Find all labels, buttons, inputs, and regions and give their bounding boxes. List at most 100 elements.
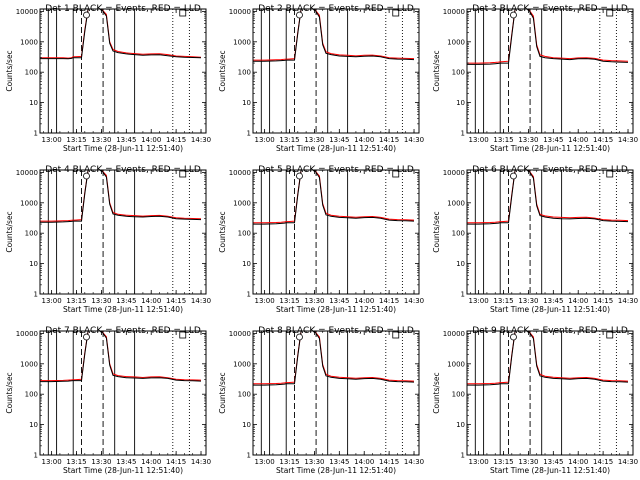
- x-tick-label: 14:00: [354, 136, 374, 144]
- plot-frame: [466, 8, 634, 134]
- x-axis-label: Start Time (28-Jun-11 12:51:40): [276, 144, 396, 153]
- open-square-symbol: [606, 331, 614, 339]
- x-tick-label: 13:15: [66, 297, 86, 305]
- y-tick-label: 100: [452, 230, 465, 238]
- x-tick-label: 13:45: [116, 136, 136, 144]
- y-tick-label: 1: [461, 130, 465, 138]
- y-tick-label: 10000: [229, 8, 251, 16]
- y-tick-label: 10: [242, 260, 251, 268]
- panel-det-6: 1 10 100 1000 10000 13:00 13:15 13:30 13:45 14:00…: [432, 165, 638, 314]
- y-tick-label: 1: [34, 291, 38, 299]
- x-tick-label: 13:15: [279, 458, 299, 466]
- y-tick-label: 100: [25, 230, 38, 238]
- x-tick-label: 13:45: [543, 458, 563, 466]
- y-tick-label: 1: [461, 452, 465, 460]
- y-tick-label: 10000: [443, 330, 465, 338]
- open-circle-symbol: [83, 172, 90, 180]
- y-axis-label: Counts/sec: [5, 211, 14, 252]
- x-tick-label: 14:30: [404, 458, 424, 466]
- x-tick-label: 13:00: [42, 297, 62, 305]
- lld-series-line: [467, 331, 629, 385]
- x-axis-label: Start Time (28-Jun-11 12:51:40): [490, 144, 610, 153]
- x-tick-label: 14:00: [568, 458, 588, 466]
- panel-title: Det 9 BLACK = Events, RED = LLD: [472, 326, 628, 336]
- x-tick-label: 13:15: [279, 136, 299, 144]
- lld-series-line: [40, 9, 202, 59]
- events-series-line: [467, 331, 629, 386]
- y-tick-label: 1000: [233, 38, 251, 46]
- x-tick-label: 13:30: [518, 458, 538, 466]
- x-tick-label: 13:45: [116, 297, 136, 305]
- open-circle-symbol: [83, 333, 90, 341]
- x-tick-label: 14:30: [618, 458, 638, 466]
- y-tick-label: 10000: [229, 169, 251, 177]
- x-tick-label: 14:00: [568, 136, 588, 144]
- y-tick-label: 1000: [447, 360, 465, 368]
- y-tick-label: 1: [34, 130, 38, 138]
- open-square-symbol: [179, 9, 187, 17]
- open-square-symbol: [179, 170, 187, 178]
- y-axis-label: Counts/sec: [432, 211, 441, 252]
- panel-det-4: 1 10 100 1000 10000 13:00 13:15 13:30 13:45 14:00…: [5, 165, 211, 314]
- open-square-symbol: [392, 9, 400, 17]
- x-tick-label: 13:00: [469, 458, 489, 466]
- x-tick-label: 14:30: [618, 136, 638, 144]
- panel-title: Det 7 BLACK = Events, RED = LLD: [45, 326, 201, 336]
- y-tick-label: 100: [452, 69, 465, 77]
- panel-title: Det 6 BLACK = Events, RED = LLD: [472, 165, 628, 175]
- x-tick-label: 13:45: [329, 458, 349, 466]
- x-tick-label: 14:30: [191, 458, 211, 466]
- plot-frame: [252, 169, 420, 295]
- y-tick-label: 10000: [443, 169, 465, 177]
- y-tick-label: 10: [456, 421, 465, 429]
- open-circle-symbol: [510, 172, 517, 180]
- y-axis-label: Counts/sec: [218, 50, 227, 91]
- y-tick-label: 10: [242, 99, 251, 107]
- lld-series-line: [253, 170, 415, 224]
- x-axis-label: Start Time (28-Jun-11 12:51:40): [276, 305, 396, 314]
- x-tick-label: 13:15: [493, 136, 513, 144]
- y-tick-label: 1000: [447, 199, 465, 207]
- y-tick-label: 100: [238, 391, 251, 399]
- events-series-line: [253, 331, 415, 386]
- x-tick-label: 13:15: [66, 136, 86, 144]
- y-tick-label: 1000: [233, 360, 251, 368]
- x-tick-label: 13:15: [279, 297, 299, 305]
- y-tick-label: 1000: [20, 199, 38, 207]
- plot-frame: [39, 169, 207, 295]
- x-tick-label: 14:15: [166, 136, 186, 144]
- x-axis-label: Start Time (28-Jun-11 12:51:40): [490, 466, 610, 475]
- open-circle-symbol: [296, 11, 303, 19]
- panel-title: Det 1 BLACK = Events, RED = LLD: [45, 4, 201, 14]
- x-tick-label: 13:30: [91, 297, 111, 305]
- x-tick-label: 13:30: [304, 136, 324, 144]
- lld-series-line: [40, 170, 202, 222]
- x-tick-label: 13:30: [518, 297, 538, 305]
- x-tick-label: 13:30: [304, 458, 324, 466]
- x-tick-label: 13:00: [255, 458, 275, 466]
- y-tick-label: 10: [242, 421, 251, 429]
- y-tick-label: 100: [452, 391, 465, 399]
- x-tick-label: 13:30: [91, 458, 111, 466]
- open-circle-symbol: [510, 333, 517, 341]
- open-circle-symbol: [296, 333, 303, 341]
- panel-det-7: 1 10 100 1000 10000 13:00 13:15 13:30 13:45 14:00…: [5, 326, 211, 475]
- open-square-symbol: [606, 9, 614, 17]
- open-circle-symbol: [83, 11, 90, 19]
- x-tick-label: 14:00: [354, 458, 374, 466]
- x-tick-label: 14:00: [141, 458, 161, 466]
- y-tick-label: 10000: [16, 169, 38, 177]
- x-tick-label: 14:00: [354, 297, 374, 305]
- y-tick-label: 10000: [443, 8, 465, 16]
- y-tick-label: 10000: [229, 330, 251, 338]
- x-tick-label: 13:45: [543, 297, 563, 305]
- panel-title: Det 5 BLACK = Events, RED = LLD: [258, 165, 414, 175]
- y-tick-label: 100: [25, 69, 38, 77]
- y-tick-label: 1000: [20, 38, 38, 46]
- x-tick-label: 14:00: [141, 297, 161, 305]
- x-tick-label: 14:15: [593, 297, 613, 305]
- events-series-line: [467, 9, 629, 65]
- plot-frame: [466, 330, 634, 456]
- x-tick-label: 13:00: [255, 136, 275, 144]
- x-tick-label: 13:15: [493, 458, 513, 466]
